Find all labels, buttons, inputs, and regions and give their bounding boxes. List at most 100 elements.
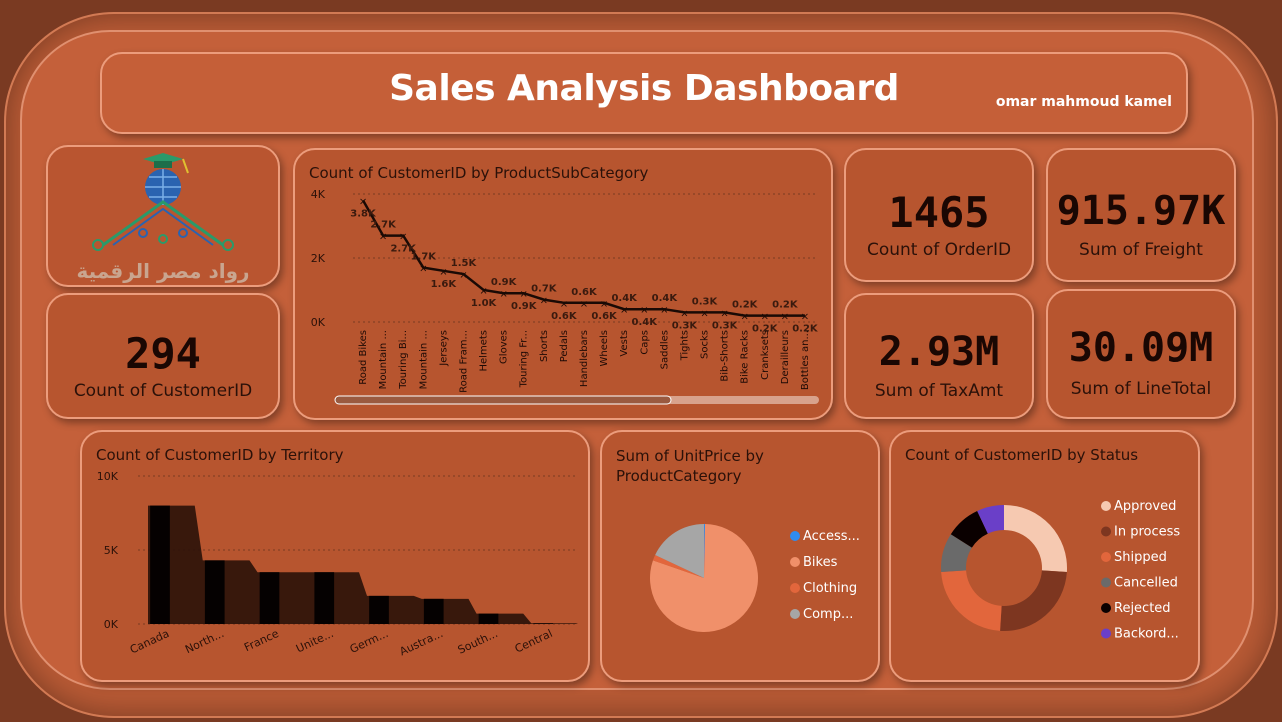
data-point: ×: [459, 270, 467, 281]
kpi-customers-card: 294 Count of CustomerID: [46, 293, 280, 419]
bar: [478, 613, 499, 624]
bar: [314, 572, 335, 624]
x-tick-label: France: [242, 627, 281, 654]
bar: [150, 505, 170, 624]
x-tick-label: Unite...: [294, 627, 335, 656]
x-tick-label: Gloves: [499, 330, 510, 364]
x-tick-label: Derailleurs: [780, 330, 791, 384]
data-label: 0.2K: [772, 300, 799, 311]
territory-bar-card: Count of CustomerID by Territory 0K 5K 10K…: [80, 430, 590, 682]
x-tick-label: Bib-Shorts: [720, 330, 731, 382]
kpi-freight-value: 915.97K: [1056, 188, 1226, 234]
data-label: 2.7K: [370, 220, 397, 231]
status-donut-card: Count of CustomerID by Status Approved In…: [889, 430, 1200, 682]
data-point: ×: [359, 196, 367, 207]
x-tick-label: Socks: [700, 330, 711, 359]
legend-label: Rejected: [1114, 601, 1171, 616]
x-tick-label: Shorts: [539, 330, 550, 362]
logo-card: رواد مصر الرقمية: [46, 145, 280, 287]
logo-icon: [92, 153, 234, 251]
author-name: omar mahmoud kamel: [995, 94, 1172, 110]
y-tick-label: 5K: [104, 544, 119, 557]
data-point: ×: [620, 305, 628, 316]
legend-label: Comp...: [803, 607, 853, 622]
data-point: ×: [781, 312, 789, 323]
x-tick-label: Jerseys: [438, 330, 449, 367]
data-point: ×: [741, 312, 749, 323]
data-point: ×: [600, 299, 608, 310]
donut-slice: [977, 505, 1004, 534]
territory-chart-title: Count of CustomerID by Territory: [96, 446, 344, 464]
legend-label: In process: [1114, 525, 1180, 540]
kpi-orders-card: 1465 Count of OrderID: [844, 148, 1034, 282]
x-tick-label: Vests: [619, 330, 630, 357]
data-label: 0.6K: [591, 311, 618, 322]
kpi-tax-label: Sum of TaxAmt: [874, 381, 1004, 401]
x-tick-label: Helmets: [479, 330, 490, 371]
kpi-tax-value: 2.93M: [878, 329, 1000, 375]
legend-label: Approved: [1114, 499, 1176, 514]
x-tick-label: Tights: [679, 330, 690, 361]
data-point: ×: [801, 312, 809, 323]
x-tick-label: Austra...: [398, 627, 445, 658]
x-tick-label: Central: [513, 627, 555, 656]
data-point: ×: [540, 296, 548, 307]
data-label: 0.3K: [692, 296, 719, 307]
data-label: 1.5K: [451, 258, 478, 269]
legend-dot: [790, 557, 800, 567]
legend-dot: [1101, 552, 1111, 562]
legend-dot: [790, 609, 800, 619]
donut-slice: [1004, 505, 1067, 572]
data-label: 1.7K: [411, 252, 438, 263]
legend-label: Shipped: [1114, 550, 1167, 565]
x-tick-label: Mountain ...: [378, 330, 389, 389]
status-chart-title: Count of CustomerID by Status: [905, 446, 1139, 464]
legend-label: Clothing: [803, 581, 857, 596]
category-chart-title: Sum of UnitPrice by ProductCategory: [616, 447, 764, 485]
x-tick-label: Road Fram...: [458, 330, 469, 393]
legend-dot: [1101, 526, 1111, 537]
data-point: ×: [399, 232, 407, 243]
kpi-orders-value: 1465: [888, 188, 990, 237]
header-card: Sales Analysis Dashboard omar mahmoud ka…: [100, 52, 1188, 134]
pie-slice: [655, 524, 704, 578]
kpi-linetotal-label: Sum of LineTotal: [1070, 379, 1212, 399]
data-point: ×: [700, 308, 708, 319]
y-tick-label: 2K: [311, 252, 326, 265]
status-donut-chart: Approved In process Shipped Cancelled Reject…: [941, 499, 1180, 642]
pie-slice: [652, 555, 704, 578]
kpi-customers-label: Count of CustomerID: [73, 381, 253, 401]
donut-slice: [950, 510, 988, 548]
donut-slice: [941, 534, 972, 572]
legend-dot: [1101, 577, 1111, 588]
territory-bar-chart: 0K 5K 10K Canada North... France Unite... Germ.…: [97, 470, 578, 658]
y-tick-label: 10K: [97, 470, 119, 483]
kpi-freight-label: Sum of Freight: [1079, 240, 1203, 260]
data-point: ×: [479, 286, 487, 297]
x-tick-label: Pedals: [559, 330, 570, 362]
kpi-linetotal-value: 30.09M: [1068, 325, 1214, 371]
x-tick-label: Wheels: [599, 330, 610, 367]
legend-label: Access...: [803, 529, 860, 544]
category-pie-chart: Access... Bikes Clothing Comp...: [650, 524, 860, 632]
x-tick-label: Canada: [128, 627, 171, 656]
data-label: 0.3K: [672, 320, 699, 331]
scrollbar-thumb: [334, 395, 672, 405]
kpi-tax-card: 2.93M Sum of TaxAmt: [844, 293, 1034, 419]
data-point: ×: [660, 305, 668, 316]
data-point: ×: [419, 264, 427, 275]
donut-slice: [941, 570, 1002, 631]
data-point: ×: [439, 267, 447, 278]
data-label: 0.9K: [511, 301, 538, 312]
category-pie-card: Sum of UnitPrice by ProductCategory Acce…: [600, 430, 880, 682]
x-tick-label: Mountain ...: [418, 330, 429, 389]
legend-label: Backord...: [1114, 627, 1179, 642]
x-tick-label: Bottles an...: [800, 330, 811, 390]
donut-slice: [1000, 570, 1067, 631]
data-point: ×: [680, 308, 688, 319]
page-title: Sales Analysis Dashboard: [389, 68, 899, 109]
data-label: 0.6K: [571, 287, 598, 298]
data-label: 0.4K: [632, 317, 659, 328]
x-tick-label: Road Bikes: [358, 330, 369, 385]
data-label: 0.9K: [491, 277, 518, 288]
